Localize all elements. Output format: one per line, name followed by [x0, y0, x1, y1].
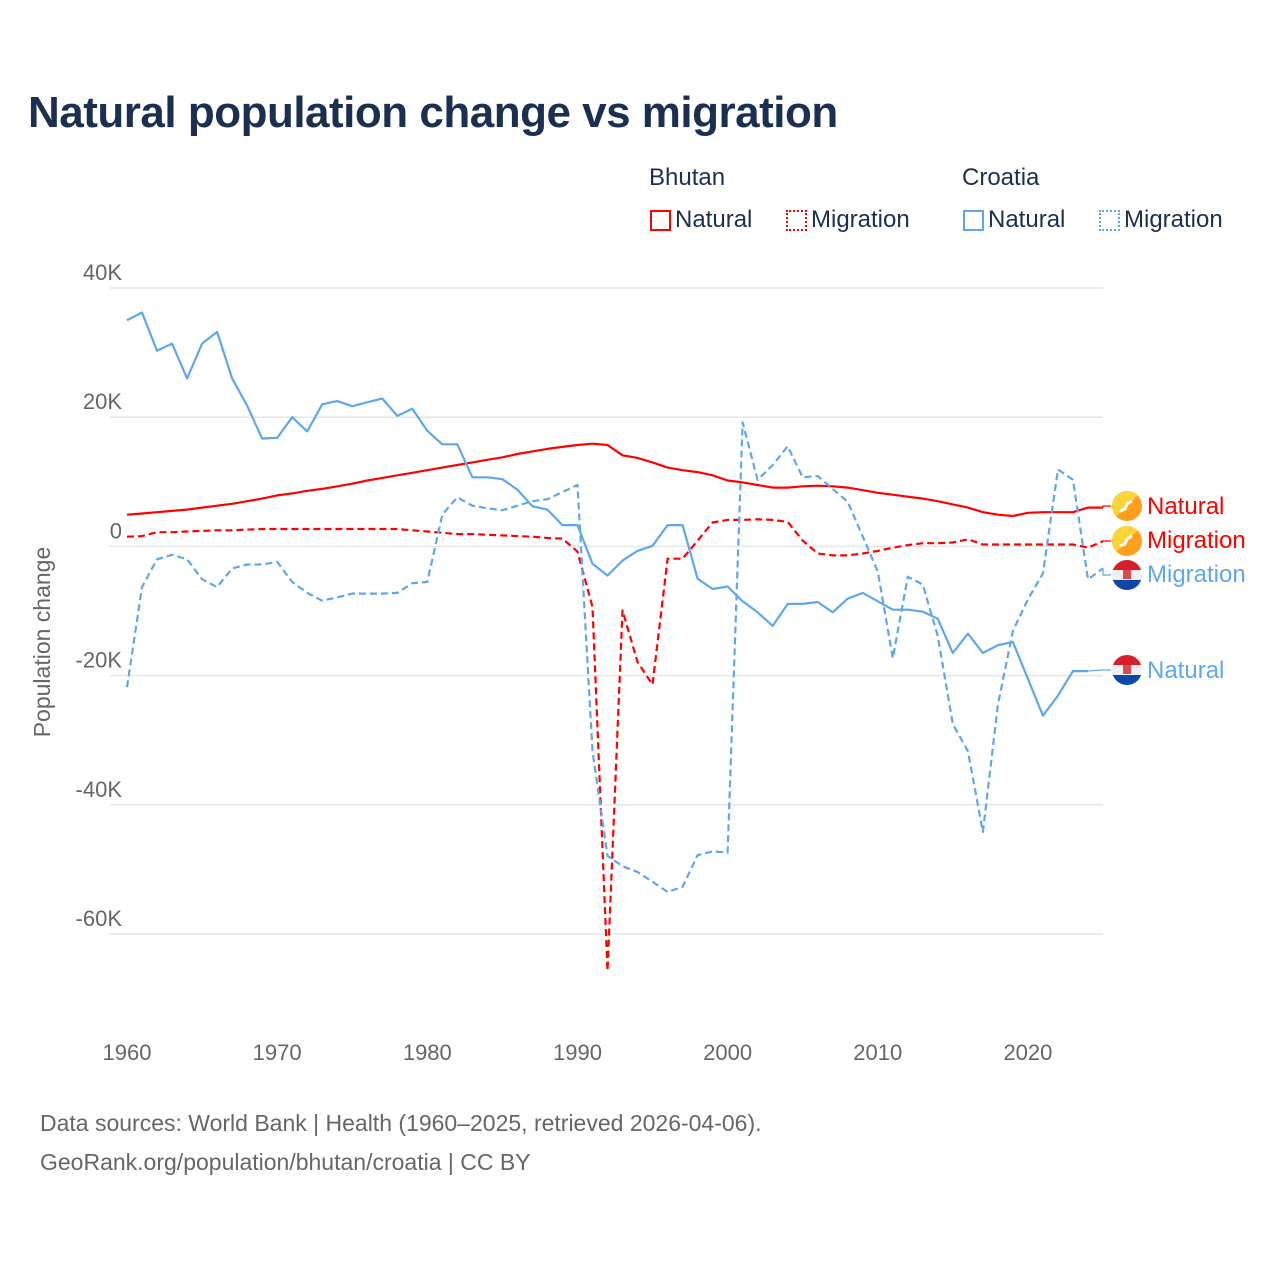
x-tick-label: 1970 — [253, 1040, 302, 1065]
y-tick-label: -60K — [76, 906, 123, 931]
end-label-bhutan-migration: Migration — [1112, 526, 1246, 556]
legend-bhutan-natural[interactable]: Natural — [650, 206, 752, 234]
croatia-flag-icon — [1112, 655, 1142, 685]
y-tick-label: -40K — [76, 777, 123, 802]
series-line-croatia-migration — [125, 421, 1104, 894]
label-connector — [1102, 505, 1111, 508]
x-tick-label: 1990 — [553, 1040, 602, 1065]
series-line-bhutan-migration — [126, 518, 1104, 972]
label-connector — [1087, 669, 1111, 672]
legend-swatch-dotted — [1099, 209, 1120, 231]
end-label-croatia-natural: Natural — [1112, 655, 1224, 685]
end-label-bhutan-natural: Natural — [1112, 491, 1224, 521]
croatia-flag-icon — [1112, 560, 1142, 590]
x-tick-label: 2000 — [703, 1040, 752, 1065]
legend-swatch-solid — [963, 209, 984, 231]
y-tick-label: 20K — [83, 389, 122, 414]
legend-croatia-natural[interactable]: Natural — [963, 206, 1065, 234]
y-tick-label: 40K — [83, 260, 122, 285]
label-connector — [1102, 568, 1111, 576]
svg-text:Migration: Migration — [1147, 527, 1246, 554]
chart-title: Natural population change vs migration — [28, 88, 838, 137]
svg-text:Migration: Migration — [1147, 561, 1246, 588]
legend-croatia-migration[interactable]: Migration — [1099, 206, 1223, 234]
footer-link[interactable]: GeoRank.org/population/bhutan/croatia | … — [40, 1149, 531, 1175]
svg-text:Natural: Natural — [1147, 657, 1224, 684]
legend-swatch-solid — [650, 209, 671, 231]
x-tick-label: 2020 — [1003, 1040, 1052, 1065]
x-tick-label: 2010 — [853, 1040, 902, 1065]
legend-label: Migration — [811, 206, 910, 233]
legend-label: Natural — [675, 206, 753, 233]
y-axis-label: Population change — [29, 547, 55, 738]
x-tick-label: 1960 — [103, 1040, 152, 1065]
legend-label: Natural — [988, 206, 1066, 233]
series-line-croatia-natural — [126, 311, 1088, 717]
bhutan-flag-icon — [1112, 526, 1142, 556]
x-tick-label: 1980 — [403, 1040, 452, 1065]
legend-label: Migration — [1124, 206, 1223, 233]
y-tick-label: -20K — [76, 648, 123, 673]
svg-text:Natural: Natural — [1147, 493, 1224, 520]
bhutan-flag-icon — [1112, 491, 1142, 521]
legend-group-croatia: Croatia — [962, 164, 1040, 191]
y-tick-label: 0 — [110, 518, 122, 543]
end-label-croatia-migration: Migration — [1112, 560, 1246, 590]
legend-bhutan-migration[interactable]: Migration — [786, 206, 910, 234]
series-line-bhutan-natural — [126, 442, 1103, 518]
legend-group-bhutan: Bhutan — [649, 164, 726, 191]
legend-swatch-dotted — [786, 209, 807, 231]
footer-sources: Data sources: World Bank | Health (1960–… — [40, 1110, 762, 1136]
